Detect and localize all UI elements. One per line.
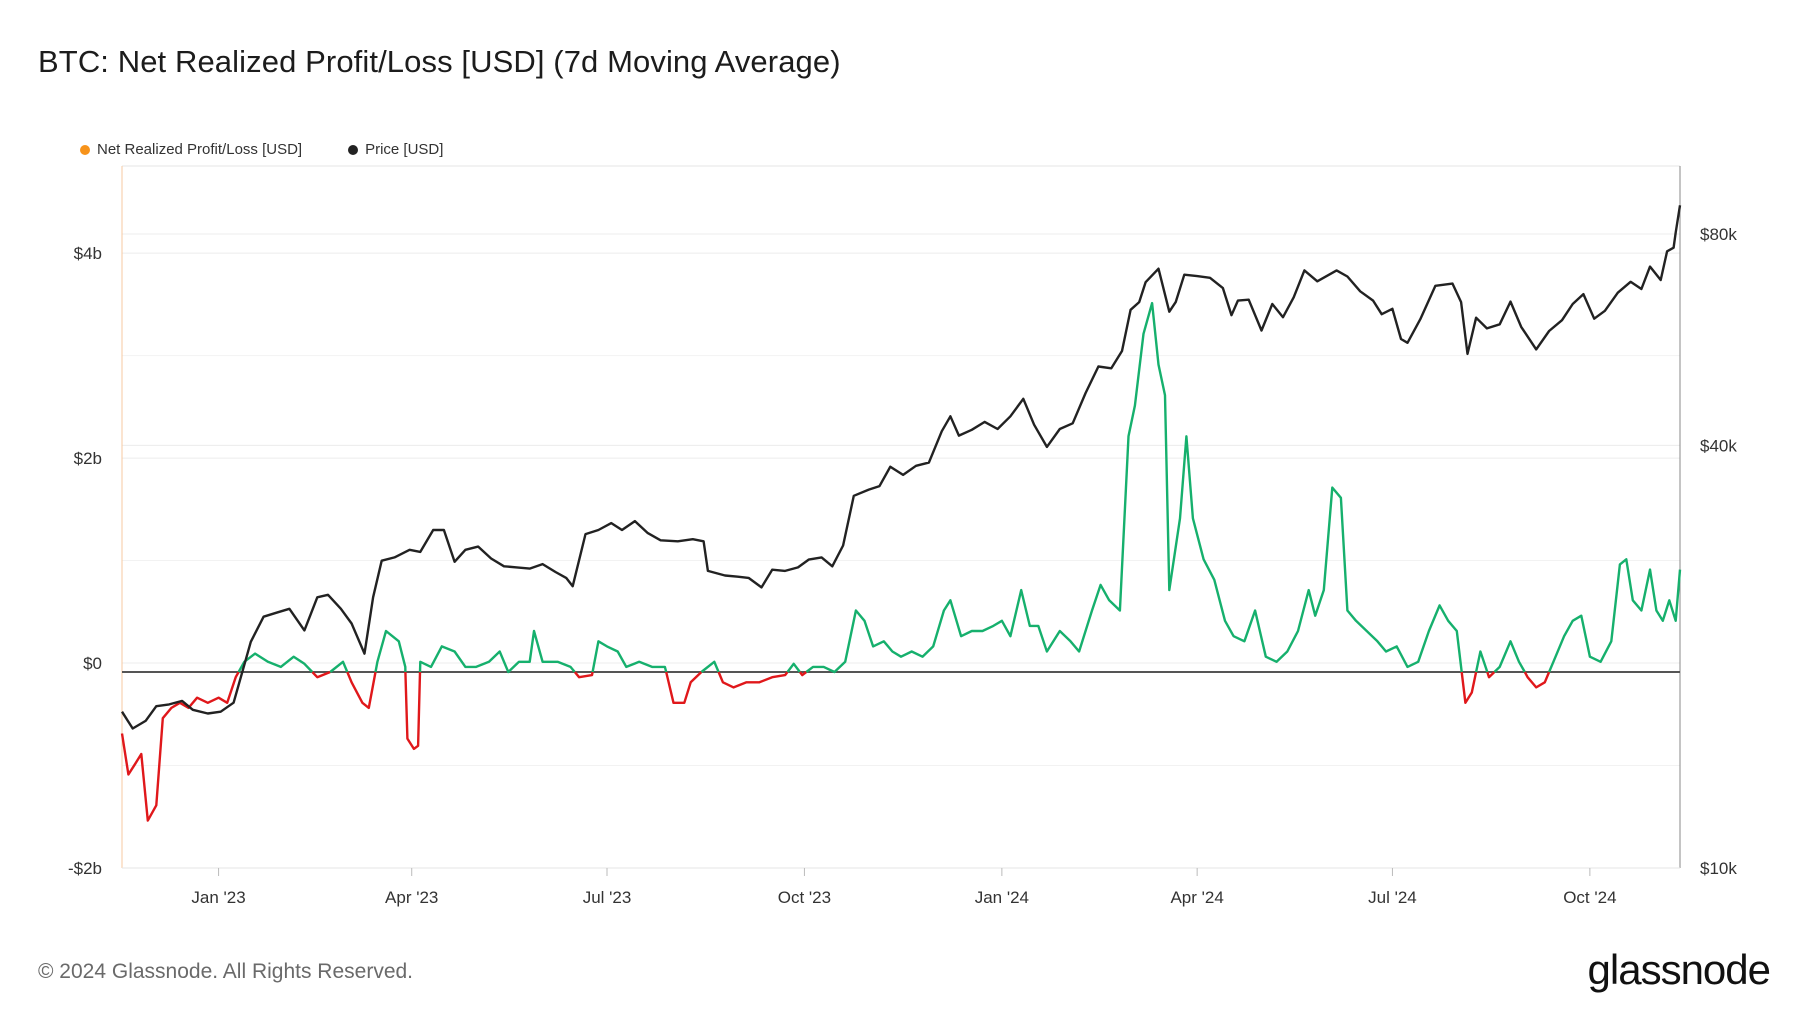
right-tick-label: $80k [1700, 225, 1737, 244]
legend: Net Realized Profit/Loss [USD] Price [US… [80, 141, 443, 158]
label-layer: $4b $2b $0 -$2b $80k $40k $10k Jan '23 Apr '23 Ju… [68, 225, 1737, 907]
net-realized-loss-segment [120, 671, 240, 822]
net-realized-loss-segment [798, 671, 808, 677]
legend-label-net-realized: Net Realized Profit/Loss [USD] [97, 141, 303, 158]
net-realized-loss-segment [1523, 671, 1551, 689]
axis-layer [121, 165, 1681, 876]
net-realized-loss-segment [346, 671, 377, 710]
x-tick-label: Oct '24 [1563, 888, 1616, 907]
left-tick-label: $2b [74, 449, 102, 468]
grid-layer [122, 233, 1680, 869]
net-realized-loss-segment [717, 671, 789, 689]
net-realized-loss-segment [311, 670, 331, 679]
net-realized-loss-segment [573, 671, 594, 679]
net-realized-profit-segment [786, 662, 801, 673]
net-realized-profit-segment [805, 301, 1463, 674]
net-realized-profit-segment [374, 629, 407, 673]
x-tick-label: Jan '24 [975, 888, 1029, 907]
net-realized-profit-segment [1474, 650, 1489, 673]
legend-item-net-realized[interactable]: Net Realized Profit/Loss [USD] [80, 141, 302, 158]
net-realized-loss-segment [1486, 671, 1496, 679]
x-tick-label: Oct '23 [778, 888, 831, 907]
net-realized-profit-segment [700, 660, 720, 673]
legend-dot-net-realized [80, 144, 90, 155]
net-realized-loss-segment [665, 671, 703, 704]
net-realized-loss-segment [1460, 671, 1478, 704]
right-tick-label: $40k [1700, 436, 1737, 455]
copyright-text: © 2024 Glassnode. All Rights Reserved. [38, 960, 414, 983]
net-realized-profit-segment [418, 629, 576, 674]
net-realized-profit-segment [1493, 640, 1526, 673]
left-tick-label: $0 [83, 654, 102, 673]
net-realized-profit-segment [329, 660, 349, 673]
legend-dot-price [348, 144, 359, 155]
legend-label-price: Price [USD] [365, 141, 444, 158]
x-tick-label: Jan '23 [191, 888, 245, 907]
net-realized-loss-segment [404, 671, 422, 751]
left-tick-label: -$2b [68, 859, 102, 878]
series-layer [120, 205, 1682, 822]
price-line [120, 205, 1682, 730]
x-tick-label: Jul '24 [1368, 888, 1417, 907]
net-realized-profit-segment [1547, 558, 1682, 673]
x-tick-label: Apr '23 [385, 888, 438, 907]
net-realized-profit-segment [591, 640, 668, 673]
x-tick-label: Apr '24 [1170, 888, 1223, 907]
left-tick-label: $4b [74, 244, 102, 263]
glassnode-logo: glassnode [1587, 946, 1771, 993]
x-tick-label: Jul '23 [583, 888, 632, 907]
legend-item-price[interactable]: Price [USD] [348, 141, 443, 158]
right-tick-label: $10k [1700, 859, 1737, 878]
chart-title: BTC: Net Realized Profit/Loss [USD] (7d … [38, 44, 841, 79]
